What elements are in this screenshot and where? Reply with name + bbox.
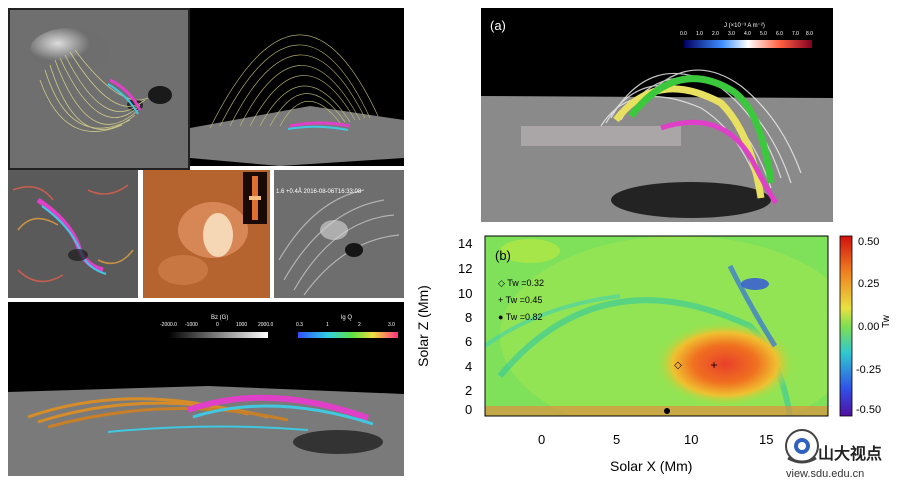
q-tick: 2 [358,322,361,328]
j-tick: 6.0 [776,31,783,37]
q-tick: 1 [326,322,329,328]
bz-tick: 0 [216,322,219,328]
side-view-loops [190,8,404,166]
panel-a-label: (a) [490,18,506,33]
top-view-magnetogram [8,8,190,170]
watermark-url: view.sdu.edu.cn [786,468,865,480]
watermark: 山大视点 view.sdu.edu.cn [778,426,900,484]
bz-tick: 1000 [236,322,248,328]
svg-text:◇: ◇ [674,360,682,371]
cbar-label: Tw [880,315,892,328]
j-tick: 3.0 [728,31,735,37]
x-tick: 10 [684,432,699,447]
y-axis-label: Solar Z (Mm) [414,285,431,367]
q-colorbar-title: lg Q [341,315,353,321]
flux-rope-map [8,170,138,298]
cbar-tick: 0.25 [858,278,880,290]
legend-item-2: + Tw =0.45 [498,295,542,305]
watermark-title: 山大视点 [818,446,883,463]
bz-tick: -2000.0 [160,322,177,328]
y-tick: 10 [458,286,473,301]
legend-label: Tw =0.45 [505,295,543,305]
panel-a-3d-view: (a) J (×10⁻³ A m⁻²) 0.0 1.0 2.0 3.0 4.0 … [481,8,833,222]
legend-item-3: ● Tw =0.82 [498,312,543,322]
bz-tick: -1000 [185,322,198,328]
y-tick: 14 [458,236,473,251]
legend-item-1: ◇ Tw =0.32 [498,278,544,289]
x-tick: 15 [759,432,774,447]
y-tick: 0 [465,402,473,417]
j-colorbar-title: J (×10⁻³ A m⁻²) [724,23,765,29]
bz-tick: 2000.0 [258,322,274,328]
j-tick: 8.0 [806,31,813,37]
q-tick: 0.3 [296,322,303,328]
q-tick: 3.0 [388,322,395,328]
panel-b-twist-map: ◇ + (b) ◇ Tw =0.32 + Tw =0.45 ● Tw =0.82… [415,226,900,484]
j-tick: 0.0 [680,31,687,37]
legend-label: Tw =0.82 [505,312,543,322]
aia-time-label: 1.6 +0.4Å 2016-08-06T16:33:08 [276,189,362,195]
y-tick: 4 [465,359,473,374]
watermark-logo-icon [785,429,819,464]
bz-colorbar-title: Bz (G) [211,315,229,321]
cbar-tick: -0.25 [856,364,882,376]
panel-b-label: (b) [495,248,511,263]
y-tick: 12 [458,261,473,276]
y-tick: 6 [465,334,473,349]
j-tick: 2.0 [712,31,719,37]
legend-plus-marker: + [498,295,504,305]
x-tick: 0 [538,432,546,447]
cbar-tick: 0.50 [858,236,880,248]
j-tick: 5.0 [760,31,767,37]
legend-label: Tw =0.32 [507,278,545,288]
svg-text:+: + [710,358,717,372]
chromosphere-image: 1.6 +0.4Å 2016-08-06T16:33:08 [274,170,404,298]
cbar-tick: -0.50 [856,404,882,416]
j-colorbar-ticks: 0.0 1.0 2.0 3.0 4.0 5.0 6.0 7.0 8.0 [678,31,818,39]
j-tick: 7.0 [792,31,799,37]
y-tick: 2 [465,383,473,398]
aia-image [143,170,270,298]
j-tick: 4.0 [744,31,751,37]
cbar-tick: 0.00 [858,321,880,333]
j-tick: 1.0 [696,31,703,37]
x-tick: 5 [613,432,621,447]
x-axis-label: Solar X (Mm) [610,458,693,474]
legend-diamond-marker: ◇ [498,278,505,288]
y-tick: 8 [465,310,473,325]
legend-dot-marker: ● [498,312,504,322]
bottom-3d-fluxrope: Bz (G) -2000.0 -1000 0 1000 2000.0 lg Q … [8,302,404,476]
